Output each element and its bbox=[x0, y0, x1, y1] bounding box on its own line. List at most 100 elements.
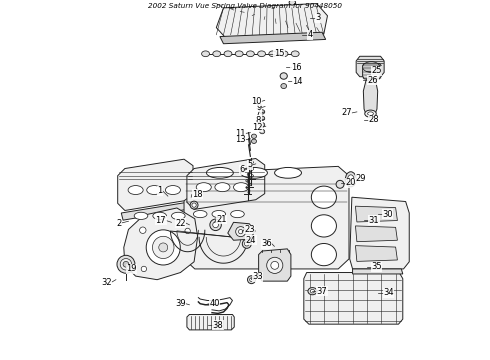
Polygon shape bbox=[228, 222, 255, 240]
Ellipse shape bbox=[368, 112, 373, 116]
Ellipse shape bbox=[201, 51, 210, 57]
Ellipse shape bbox=[289, 0, 295, 5]
Polygon shape bbox=[355, 246, 397, 261]
Text: 35: 35 bbox=[371, 262, 382, 271]
Text: 39: 39 bbox=[175, 299, 186, 308]
Ellipse shape bbox=[117, 255, 135, 273]
Text: 13: 13 bbox=[235, 135, 245, 144]
Text: 31: 31 bbox=[368, 216, 379, 225]
Text: 22: 22 bbox=[175, 219, 186, 228]
Polygon shape bbox=[355, 226, 397, 242]
Ellipse shape bbox=[336, 180, 344, 188]
Ellipse shape bbox=[347, 175, 354, 184]
Text: 28: 28 bbox=[368, 115, 379, 124]
Text: 17: 17 bbox=[155, 216, 166, 225]
Ellipse shape bbox=[243, 239, 251, 248]
Ellipse shape bbox=[190, 201, 198, 209]
Ellipse shape bbox=[363, 62, 380, 72]
Ellipse shape bbox=[185, 228, 190, 234]
Ellipse shape bbox=[235, 51, 243, 57]
Ellipse shape bbox=[128, 185, 143, 194]
Text: 38: 38 bbox=[213, 321, 223, 330]
Ellipse shape bbox=[192, 203, 196, 207]
Ellipse shape bbox=[245, 242, 249, 246]
Text: 32: 32 bbox=[101, 278, 112, 287]
Polygon shape bbox=[364, 77, 378, 115]
Text: 37: 37 bbox=[317, 287, 327, 296]
Ellipse shape bbox=[271, 261, 279, 269]
Ellipse shape bbox=[152, 236, 174, 258]
Ellipse shape bbox=[345, 172, 356, 187]
Ellipse shape bbox=[120, 258, 132, 270]
Text: 27: 27 bbox=[341, 108, 352, 117]
Ellipse shape bbox=[365, 110, 376, 117]
Polygon shape bbox=[350, 197, 409, 269]
Ellipse shape bbox=[251, 139, 256, 143]
Text: 19: 19 bbox=[126, 265, 136, 274]
Text: 15: 15 bbox=[274, 49, 284, 58]
Ellipse shape bbox=[280, 73, 287, 79]
Ellipse shape bbox=[308, 288, 317, 295]
Text: 36: 36 bbox=[261, 239, 272, 248]
Polygon shape bbox=[363, 63, 381, 79]
Text: 8: 8 bbox=[256, 116, 261, 125]
Text: 40: 40 bbox=[209, 299, 220, 308]
Ellipse shape bbox=[194, 211, 207, 218]
Polygon shape bbox=[304, 273, 403, 324]
Ellipse shape bbox=[141, 266, 147, 272]
Ellipse shape bbox=[196, 183, 211, 192]
Text: 4: 4 bbox=[308, 30, 313, 39]
Text: 2: 2 bbox=[116, 219, 122, 228]
Polygon shape bbox=[216, 4, 327, 40]
Text: 30: 30 bbox=[382, 210, 392, 219]
Ellipse shape bbox=[291, 51, 299, 57]
Ellipse shape bbox=[134, 212, 148, 220]
Text: 20: 20 bbox=[345, 178, 356, 187]
Text: 25: 25 bbox=[371, 66, 382, 75]
Ellipse shape bbox=[140, 227, 146, 233]
Ellipse shape bbox=[311, 215, 337, 237]
Ellipse shape bbox=[234, 183, 248, 192]
Text: 6: 6 bbox=[240, 166, 245, 175]
Ellipse shape bbox=[311, 186, 337, 208]
Text: 9: 9 bbox=[256, 103, 262, 112]
Text: 2002 Saturn Vue Spring,Valve Diagram for 90448050: 2002 Saturn Vue Spring,Valve Diagram for… bbox=[148, 3, 342, 9]
Text: 10: 10 bbox=[251, 97, 261, 106]
Ellipse shape bbox=[251, 134, 256, 138]
Text: 11: 11 bbox=[235, 129, 245, 138]
Ellipse shape bbox=[146, 230, 180, 265]
Text: 24: 24 bbox=[245, 236, 256, 245]
Polygon shape bbox=[187, 158, 265, 210]
Polygon shape bbox=[118, 159, 193, 211]
Ellipse shape bbox=[260, 130, 265, 134]
Text: 34: 34 bbox=[383, 288, 393, 297]
Ellipse shape bbox=[239, 229, 243, 234]
Text: 18: 18 bbox=[192, 190, 202, 199]
Text: 14: 14 bbox=[293, 77, 303, 86]
Polygon shape bbox=[259, 249, 291, 281]
Ellipse shape bbox=[260, 123, 265, 127]
Polygon shape bbox=[187, 315, 234, 330]
Text: 16: 16 bbox=[291, 63, 301, 72]
Ellipse shape bbox=[215, 183, 230, 192]
Ellipse shape bbox=[250, 278, 253, 282]
Ellipse shape bbox=[247, 276, 255, 284]
Ellipse shape bbox=[267, 257, 283, 274]
Polygon shape bbox=[184, 166, 349, 269]
Ellipse shape bbox=[281, 84, 287, 89]
Ellipse shape bbox=[172, 212, 185, 220]
Polygon shape bbox=[353, 269, 403, 274]
Ellipse shape bbox=[210, 219, 221, 230]
Ellipse shape bbox=[206, 167, 233, 178]
Ellipse shape bbox=[236, 227, 245, 237]
Ellipse shape bbox=[123, 261, 129, 267]
Text: 3: 3 bbox=[315, 13, 320, 22]
Ellipse shape bbox=[166, 185, 180, 194]
Text: 21: 21 bbox=[216, 215, 227, 224]
Ellipse shape bbox=[246, 51, 254, 57]
Ellipse shape bbox=[231, 211, 245, 218]
Ellipse shape bbox=[310, 289, 315, 293]
Polygon shape bbox=[124, 208, 197, 280]
Text: 23: 23 bbox=[245, 225, 255, 234]
Ellipse shape bbox=[274, 167, 301, 178]
